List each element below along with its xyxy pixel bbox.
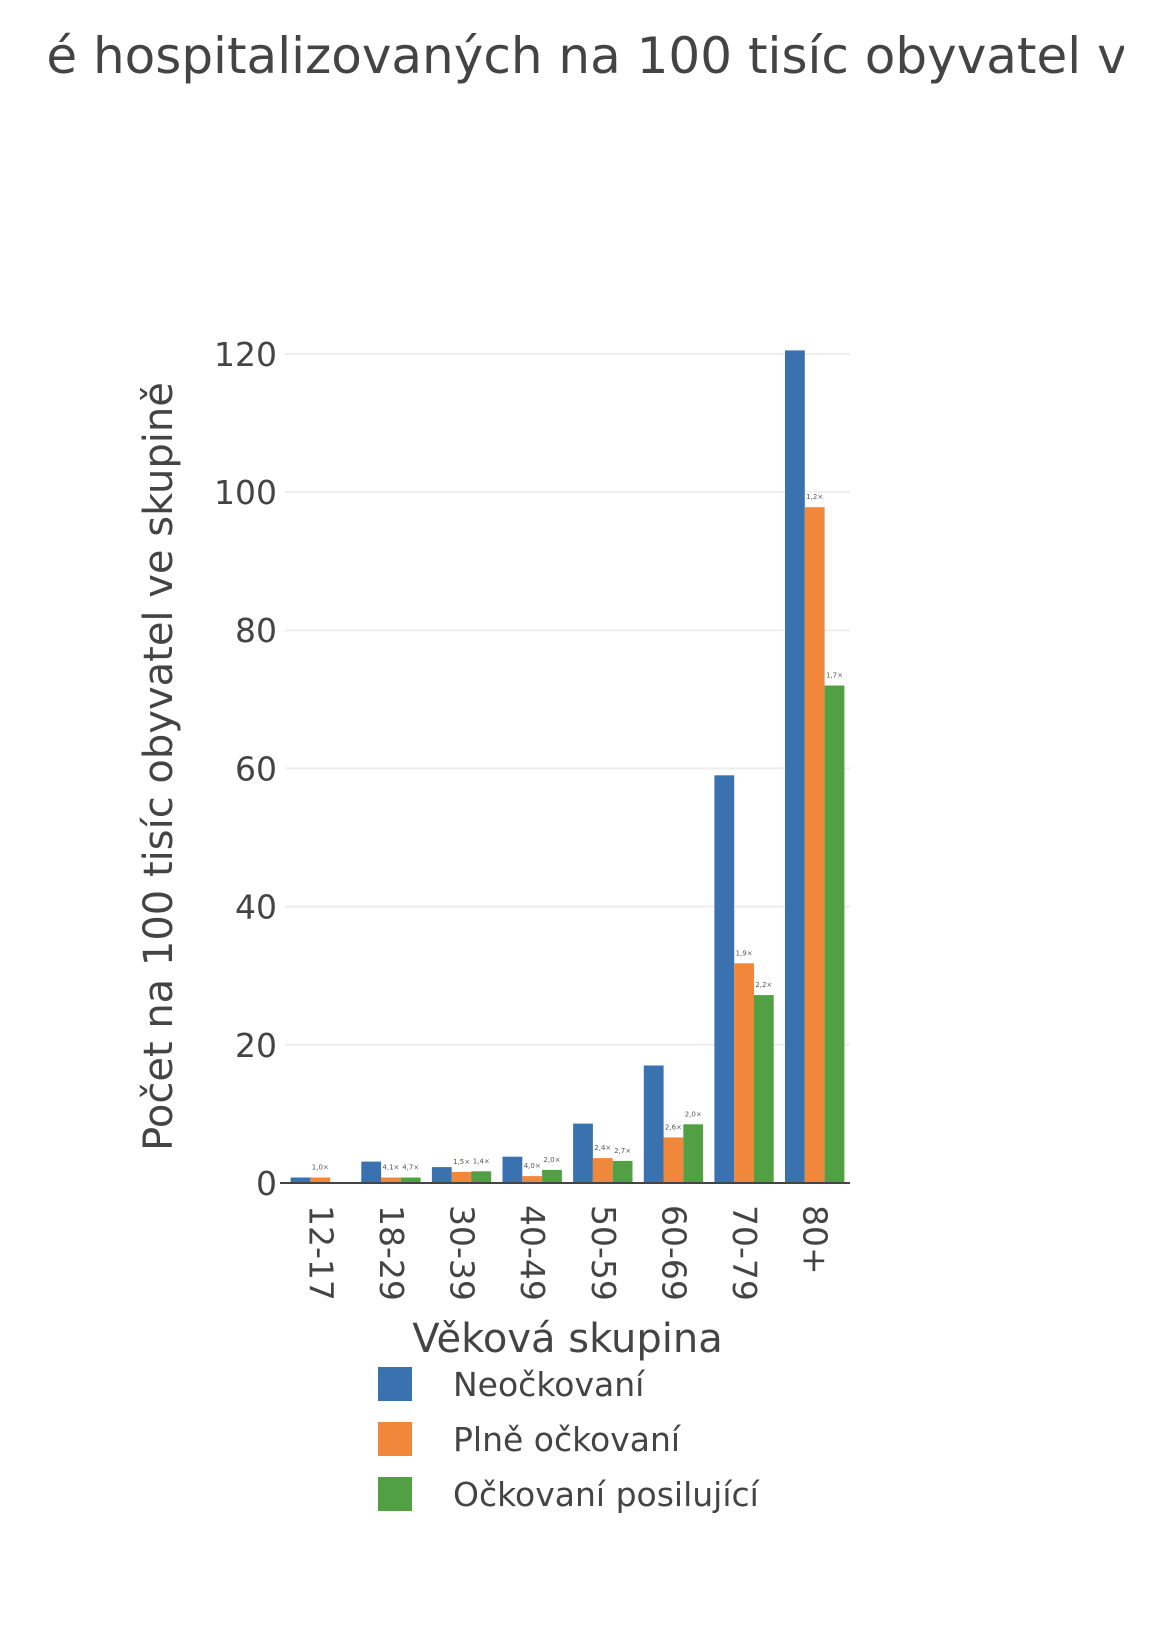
y-tick-label: 20 [235,1026,277,1065]
bar-data-label: 4,0× [524,1162,541,1170]
y-tick-label: 100 [214,473,277,512]
bar-data-label: 4,1× [382,1164,399,1172]
bar [381,1177,401,1183]
legend-label: Neočkovaní [453,1365,646,1404]
bar [785,350,805,1183]
bar-data-label: 1,9× [736,949,753,957]
bar [824,685,845,1183]
y-tick-label: 60 [235,749,277,788]
bar [734,963,754,1183]
bars [290,350,845,1183]
legend-label: Očkovaní posilující [453,1475,761,1514]
bar [592,1158,613,1183]
bar [612,1160,633,1183]
bar-data-label: 2,2× [755,981,772,989]
legend-item[interactable]: Plně očkovaní [378,1420,682,1459]
y-tick-label: 120 [214,335,277,374]
bar-data-label: 2,6× [665,1123,682,1131]
bar [290,1177,311,1183]
bar-data-label: 2,0× [544,1156,561,1164]
bar [400,1177,421,1183]
bar [471,1171,492,1183]
bar [643,1065,664,1183]
legend-item[interactable]: Očkovaní posilující [378,1475,761,1514]
bar-data-label: 1,7× [826,672,843,680]
bar [683,1124,704,1183]
legend-item[interactable]: Neočkovaní [378,1365,646,1404]
chart-title-container: é hospitalizovaných na 100 tisíc obyvate… [49,22,1124,92]
x-axis-ticks: 12-17 18-29 30-39 40-49 50-59 60-69 70-79 80+ [301,1205,834,1301]
bar-data-label: 1,4× [473,1157,490,1165]
legend[interactable]: Neočkovaní Plně očkovaní Očkovaní posilují… [378,1365,761,1514]
legend-swatch [378,1422,412,1456]
bar [502,1156,523,1183]
y-axis-title: Počet na 100 tisíc obyvatel ve skupině [136,382,182,1151]
bar [361,1161,382,1183]
bar [753,995,774,1183]
chart-title: é hospitalizovaných na 100 tisíc obyvate… [49,27,1124,85]
bar [431,1167,452,1183]
bar-data-label: 1,0× [312,1164,329,1172]
bar-data-label: 1,2× [806,493,823,501]
bar [663,1137,684,1183]
bar-data-label: 4,7× [402,1164,419,1172]
x-tick-label: 80+ [796,1205,835,1275]
bar [310,1177,331,1183]
x-tick-label: 50-59 [584,1205,623,1301]
bar-labels: 1,0× 4,1× 4,7×1,5× 1,4×4,0×2,0×2,4× 2,7×2,6×… [312,493,843,1171]
x-tick-label: 30-39 [443,1205,482,1301]
bar [573,1123,593,1183]
bar [451,1171,472,1183]
bar-data-label: 2,4× [594,1144,611,1152]
bar [804,507,825,1183]
x-tick-label: 40-49 [513,1205,552,1301]
y-axis-ticks: 0 20 40 60 80 100 120 [214,335,277,1203]
x-tick-label: 18-29 [372,1205,411,1301]
legend-label: Plně očkovaní [453,1420,682,1459]
bar [714,775,735,1183]
bar-data-label: 2,0× [685,1110,702,1118]
y-tick-label: 80 [235,611,277,650]
x-tick-label: 70-79 [725,1205,764,1301]
legend-swatch [378,1367,412,1401]
grid-lines [285,352,850,1046]
x-tick-label: 60-69 [654,1205,693,1301]
x-tick-label: 12-17 [301,1205,340,1301]
legend-swatch [378,1477,412,1511]
bar-data-label: 2,7× [614,1147,631,1155]
x-axis-title: Věková skupina [412,1316,722,1362]
y-tick-label: 40 [235,888,277,927]
bar [522,1176,543,1183]
bar [542,1169,562,1183]
y-tick-label: 0 [256,1164,277,1203]
bar-data-label: 1,5× [453,1158,470,1166]
